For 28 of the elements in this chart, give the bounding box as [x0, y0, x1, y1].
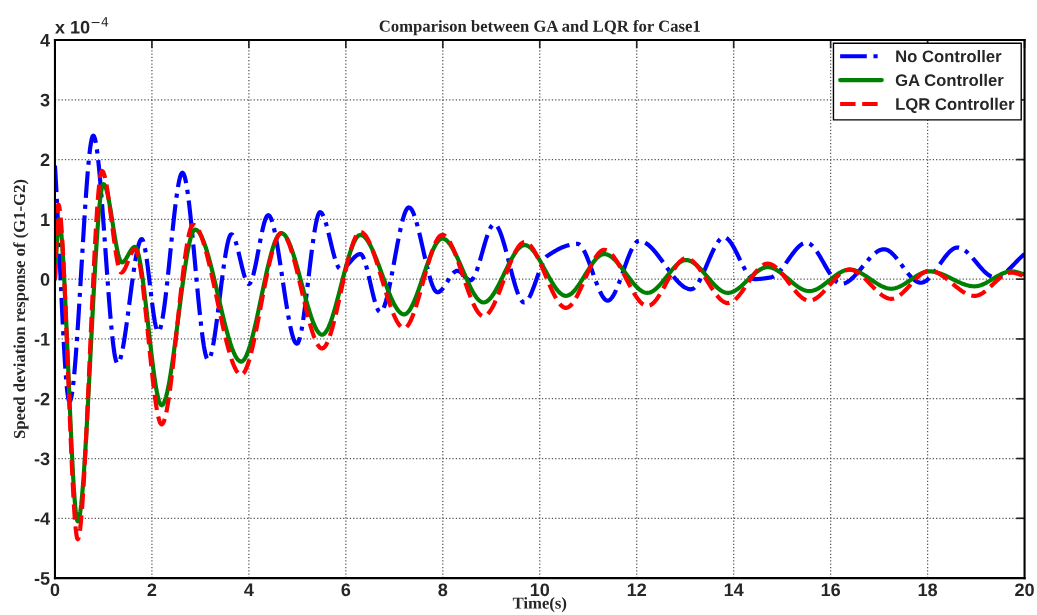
y-tick-label: 2: [40, 153, 50, 167]
x-tick-label: 10: [530, 583, 550, 597]
x-tick-label: 16: [821, 583, 841, 597]
x-tick-label: 20: [1015, 583, 1034, 597]
x-axis-title: Time(s): [512, 597, 567, 613]
y-tick-label: -5: [34, 572, 50, 585]
legend-label: GA Controller: [895, 73, 1004, 87]
chart-title: Comparison between GA and LQR for Case1: [379, 19, 700, 36]
x-tick-label: 8: [438, 583, 448, 597]
y-tick-label: 3: [40, 93, 50, 107]
text: x 10$^{−4}$: [55, 17, 109, 34]
y-tick-label: -3: [34, 452, 50, 466]
y-tick-label: -4: [34, 512, 50, 525]
y-tick-label: -1: [34, 333, 50, 346]
x-tick-label: 12: [627, 583, 647, 597]
legend-label: No Controller: [896, 49, 1002, 63]
y-tick-label: -2: [34, 392, 50, 406]
x-tick-label: 2: [147, 583, 157, 597]
x-tick-label: 0: [50, 583, 60, 597]
y-tick-label: 1: [41, 213, 50, 226]
x-tick-label: 14: [724, 583, 744, 597]
x-tick-label: 6: [341, 583, 351, 597]
y-tick-label: 4: [40, 34, 50, 47]
y-axis-title: Speed deviation response of (G1-G2): [13, 179, 29, 439]
x-tick-label: 4: [244, 583, 254, 597]
legend-label: LQR Controller: [896, 97, 1015, 114]
y-tick-label: 0: [40, 273, 50, 286]
x-tick-label: 18: [918, 583, 938, 597]
